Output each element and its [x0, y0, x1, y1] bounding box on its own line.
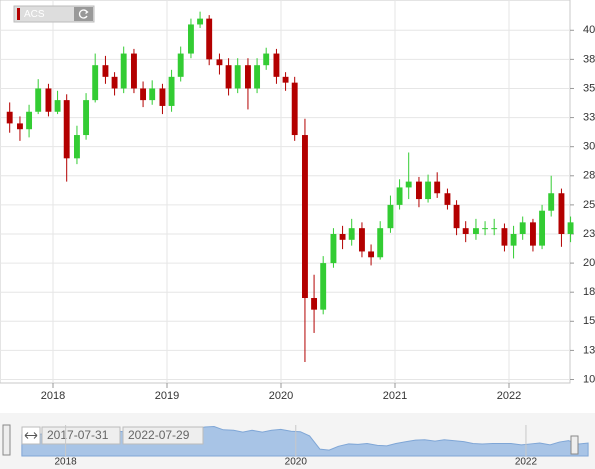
y-tick-label: 38 [583, 53, 595, 65]
x-tick-label: 2019 [155, 390, 179, 402]
candle-body [567, 222, 574, 234]
y-tick-label: 15 [583, 315, 595, 327]
candle-body [519, 222, 526, 234]
y-tick-label: 23 [583, 228, 595, 240]
nav-handle-left[interactable] [2, 424, 11, 456]
candle-body [462, 228, 469, 234]
legend: ACS [13, 5, 95, 23]
y-tick-label: 30 [583, 141, 595, 153]
candle-body [558, 193, 565, 234]
range-start: 2017-07-31 [47, 428, 109, 442]
candle-body [92, 65, 99, 101]
x-tick-label: 2021 [383, 390, 407, 402]
y-tick-label: 13 [583, 344, 595, 356]
candle-body [131, 53, 137, 89]
y-tick-label: 28 [583, 170, 595, 182]
candle-body [26, 111, 33, 130]
candle-body [510, 233, 517, 246]
candle-body [188, 24, 194, 54]
candle-body [120, 53, 127, 89]
candle-body [282, 76, 289, 83]
candle-body [405, 181, 412, 188]
candle-body [368, 251, 375, 258]
candle-body [177, 53, 184, 77]
refresh-icon [78, 9, 89, 19]
range-end: 2022-07-29 [128, 428, 190, 442]
legend-label: ACS [24, 9, 45, 20]
candles [6, 11, 574, 363]
candle-body [425, 181, 432, 200]
range-start-input[interactable] [41, 426, 121, 445]
candle-body [453, 204, 460, 229]
candle-body [491, 228, 498, 230]
candle-body [548, 193, 555, 211]
candle-body [530, 222, 536, 246]
candle-body [302, 135, 308, 299]
y-tick-label: 20 [583, 257, 595, 269]
candle-body [225, 65, 232, 89]
candle-body [45, 88, 52, 112]
y-tick-label: 40 [583, 24, 595, 36]
candle-body [416, 181, 422, 200]
range-icon [24, 432, 38, 439]
candle-body [539, 210, 546, 246]
candle-body [149, 88, 156, 101]
y-tick-label: 10 [583, 373, 595, 385]
candle-body [74, 135, 80, 159]
candle-body [54, 100, 61, 112]
candle-body [320, 263, 327, 310]
candle-body [168, 76, 175, 106]
candle-body [206, 18, 213, 60]
candle-body [273, 53, 280, 77]
candle-body [111, 76, 118, 89]
refresh-button[interactable] [74, 7, 93, 21]
candle-body [473, 228, 479, 234]
candle-body [63, 100, 70, 159]
candle-body [396, 187, 403, 205]
candle-body [254, 65, 261, 89]
candle-body [330, 233, 337, 264]
candle-body [35, 88, 42, 112]
y-tick-label: 35 [583, 82, 595, 94]
navigator-tick-label: 2022 [515, 457, 538, 468]
candle-body [482, 228, 489, 230]
x-tick-label: 2022 [497, 390, 521, 402]
candle-body [348, 228, 355, 240]
candle-body [291, 82, 298, 136]
plot-frame [0, 0, 571, 384]
candle-body [6, 111, 13, 124]
nav-handle-right[interactable] [570, 435, 579, 455]
legend-swatch [17, 8, 20, 20]
candle-body [359, 228, 365, 252]
y-tick-label: 33 [583, 111, 595, 123]
x-tick-label: 2020 [269, 390, 293, 402]
candle-body [102, 65, 109, 77]
candle-body [216, 59, 223, 66]
candle-body [434, 181, 441, 194]
navigator: 2017-07-31 2022-07-29 2018 2020 2022 [0, 413, 595, 469]
candle-body [159, 88, 166, 106]
y-tick-label: 18 [583, 286, 595, 298]
candle-body [245, 65, 251, 89]
range-end-input[interactable] [122, 426, 204, 445]
navigator-tick-label: 2018 [54, 457, 77, 468]
x-tick-label: 2018 [41, 390, 65, 402]
candle-body [339, 233, 346, 240]
candle-body [387, 204, 394, 229]
candle-body [444, 193, 451, 205]
candle-body [501, 228, 508, 246]
candle-body [17, 123, 23, 130]
candle-body [140, 88, 147, 101]
y-tick-label: 25 [583, 199, 595, 211]
candle-body [234, 65, 241, 89]
candle-body [83, 100, 90, 136]
candle-body [263, 53, 270, 66]
navigator-tick-label: 2020 [285, 457, 308, 468]
candle-body [197, 18, 204, 25]
candle-body [311, 298, 318, 310]
candle-body [377, 228, 384, 258]
